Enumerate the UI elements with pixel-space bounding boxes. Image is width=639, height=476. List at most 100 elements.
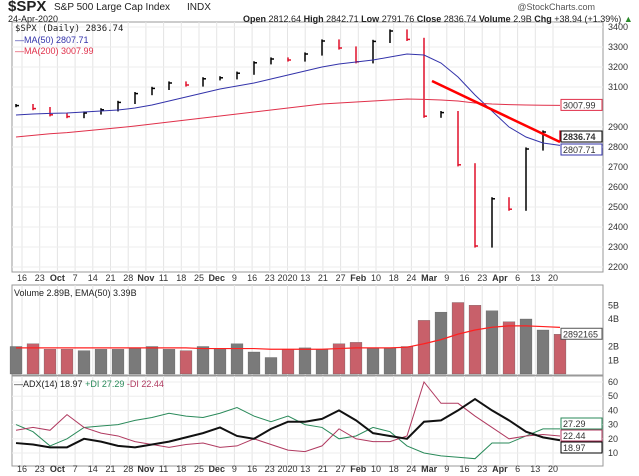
- x-tick-label: 10: [371, 464, 381, 474]
- y-tick-label: 3400: [608, 22, 628, 32]
- value-badge: [560, 441, 603, 454]
- value-badge: [560, 98, 603, 111]
- volume-bar: [60, 349, 74, 375]
- volume-bar: [417, 320, 431, 375]
- y-tick-label: 2600: [608, 182, 628, 192]
- value-badge: [560, 417, 603, 430]
- x-tick-label: 14: [88, 273, 98, 283]
- x-tick-label: 20: [548, 464, 558, 474]
- legend-adx: —ADX(14) 18.97 +DI 27.29 -DI 22.44: [14, 379, 164, 389]
- x-tick-label: 20: [548, 273, 558, 283]
- x-tick-label: 16: [459, 464, 469, 474]
- x-tick-label: Apr: [492, 464, 508, 474]
- index-name: S&P 500 Large Cap Index: [54, 2, 171, 13]
- ma200-line: [15, 98, 561, 138]
- x-tick-label: 9: [232, 464, 237, 474]
- exchange: INDX: [187, 2, 211, 13]
- x-tick-label: 27: [336, 273, 346, 283]
- x-tick-label: 9: [444, 273, 449, 283]
- legend-volume: Volume 2.89B, EMA(50) 3.39B: [14, 288, 137, 298]
- value-badge: [560, 143, 603, 156]
- y-tick-label: 2700: [608, 162, 628, 172]
- x-tick-label: Oct: [50, 464, 65, 474]
- x-tick-label: 2020: [277, 464, 297, 474]
- volume-bar: [434, 311, 448, 375]
- x-tick-label: 9: [444, 464, 449, 474]
- x-tick-label: 24: [406, 464, 416, 474]
- volume-bar: [468, 305, 482, 375]
- y-tick-label: 2500: [608, 202, 628, 212]
- adx-tick-label: 50: [608, 391, 618, 401]
- ma50-line: [15, 53, 561, 146]
- x-tick-label: 18: [176, 464, 186, 474]
- volume-bar: [281, 349, 295, 375]
- x-tick-label: 13: [530, 273, 540, 283]
- x-tick-label: 25: [194, 464, 204, 474]
- adx-line: [15, 397, 561, 449]
- x-tick-label: Dec: [208, 464, 225, 474]
- x-tick-label: 13: [300, 273, 310, 283]
- value-badge: [560, 429, 603, 442]
- volume-tick-label: 4B: [608, 314, 619, 324]
- adx-tick-label: 10: [608, 448, 618, 458]
- volume-bar: [94, 349, 108, 375]
- date: 24-Apr-2020: [8, 14, 59, 24]
- x-tick-label: 13: [530, 464, 540, 474]
- legend-price: $SPX (Daily) 2836.74: [15, 24, 124, 34]
- volume-bar: [128, 347, 142, 375]
- y-tick-label: 2300: [608, 242, 628, 252]
- y-tick-label: 2400: [608, 222, 628, 232]
- ohlc-readout: Open 2812.64 High 2842.71 Low 2791.76 Cl…: [243, 14, 633, 24]
- plus-di-line: [15, 407, 560, 460]
- volume-bar: [400, 346, 414, 375]
- volume-tick-label: 1B: [608, 355, 619, 365]
- volume-bar: [536, 329, 550, 375]
- x-tick-label: 16: [17, 273, 27, 283]
- volume-bar: [349, 342, 363, 375]
- volume-bar: [213, 349, 227, 375]
- volume-bar: [332, 343, 346, 375]
- legend-ma200: —MA(200) 3007.99: [15, 46, 94, 56]
- x-tick-label: 25: [194, 273, 204, 283]
- panel-frame: [11, 375, 604, 467]
- x-tick-label: 18: [389, 464, 399, 474]
- x-tick-label: 23: [477, 273, 487, 283]
- value-badge-text: 2892165: [563, 329, 598, 339]
- x-tick-label: Mar: [421, 464, 438, 474]
- x-tick-label: 28: [123, 273, 133, 283]
- x-tick-label: 21: [318, 464, 328, 474]
- x-tick-label: 16: [17, 464, 27, 474]
- volume-bar: [230, 343, 244, 375]
- volume-bar: [9, 346, 23, 375]
- value-badge-text: 22.44: [563, 431, 586, 441]
- x-tick-label: 16: [247, 464, 257, 474]
- volume-bar: [485, 310, 499, 375]
- volume-bar: [162, 349, 176, 375]
- x-tick-label: 23: [265, 464, 275, 474]
- value-badge-text: 3007.99: [563, 100, 596, 110]
- x-tick-label: 2020: [277, 273, 297, 283]
- x-tick-label: Mar: [421, 273, 438, 283]
- x-tick-label: 23: [477, 464, 487, 474]
- value-badge: [560, 327, 603, 340]
- panel-frame: [11, 284, 604, 376]
- x-tick-label: 6: [515, 464, 520, 474]
- x-tick-label: 6: [515, 273, 520, 283]
- x-tick-label: Feb: [350, 464, 367, 474]
- volume-bar: [264, 357, 278, 375]
- y-tick-label: 3200: [608, 62, 628, 72]
- x-tick-label: 13: [300, 464, 310, 474]
- volume-bar: [26, 343, 40, 375]
- value-badge-text: 2807.71: [563, 145, 596, 155]
- adx-tick-label: 60: [608, 377, 618, 387]
- y-tick-label: 2200: [608, 262, 628, 272]
- x-tick-label: 23: [35, 464, 45, 474]
- volume-bar: [451, 302, 465, 375]
- volume-bar: [77, 350, 91, 375]
- adx-tick-label: 20: [608, 434, 618, 444]
- x-tick-label: 7: [73, 464, 78, 474]
- value-badge: [560, 130, 603, 143]
- volume-bar: [298, 347, 312, 375]
- volume-bar: [519, 318, 533, 375]
